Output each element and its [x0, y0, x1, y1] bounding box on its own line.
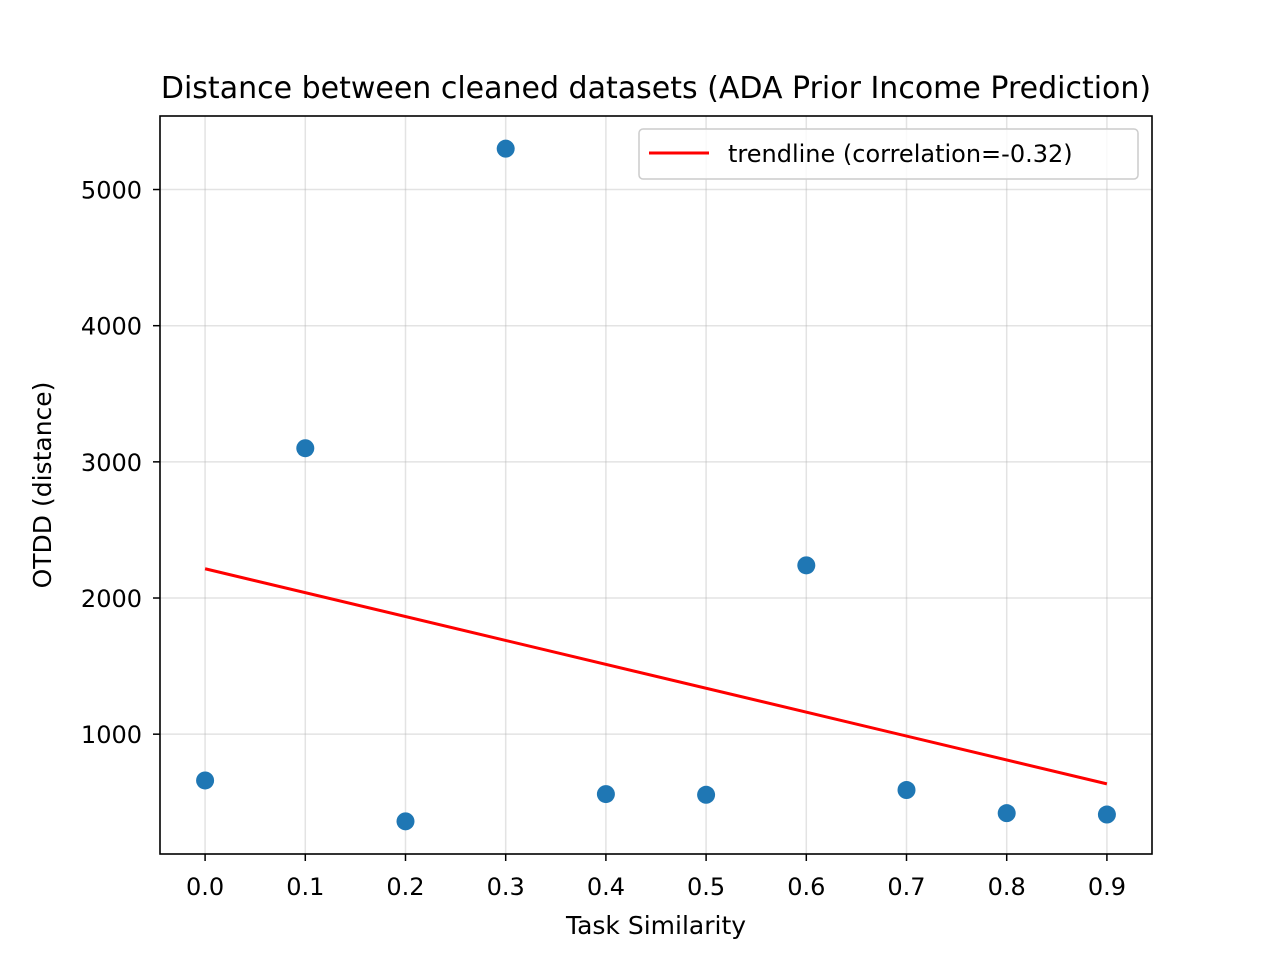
x-tick-label: 0.0 [186, 873, 224, 901]
x-axis-ticks: 0.0 0.1 0.2 0.3 0.4 0.5 0.6 0.7 0.8 0.9 [186, 854, 1126, 901]
scatter-point [897, 781, 916, 800]
legend-box [638, 128, 1139, 180]
x-tick-label: 0.9 [1088, 873, 1126, 901]
chart-title: Distance between cleaned datasets (ADA P… [161, 71, 1151, 106]
plot-marks [196, 139, 1116, 831]
y-tick-label: 1000 [81, 721, 142, 749]
x-tick-label: 0.8 [988, 873, 1026, 901]
legend: trendline (correlation=-0.32) [638, 128, 1139, 180]
x-axis-label: Task Similarity [565, 911, 746, 940]
scatter-point [396, 812, 415, 831]
y-tick-label: 5000 [81, 177, 142, 205]
scatter-point [596, 785, 615, 804]
x-tick-label: 0.4 [587, 873, 625, 901]
trendline [204, 567, 1108, 786]
x-tick-label: 0.1 [286, 873, 324, 901]
x-tick-label: 0.7 [887, 873, 925, 901]
scatter-point [1097, 805, 1116, 824]
y-tick-label: 4000 [81, 313, 142, 341]
y-tick-label: 3000 [81, 449, 142, 477]
plot-frame [159, 115, 1153, 855]
scatter-point [797, 556, 816, 575]
x-tick-label: 0.5 [687, 873, 725, 901]
scatter-point [496, 139, 515, 158]
x-tick-label: 0.2 [386, 873, 424, 901]
y-tick-label: 2000 [81, 585, 142, 613]
scatter-point [196, 771, 215, 790]
x-tick-label: 0.6 [787, 873, 825, 901]
grid [160, 116, 1152, 854]
x-tick-label: 0.3 [487, 873, 525, 901]
y-axis-label: OTDD (distance) [28, 382, 57, 589]
y-axis-ticks: 1000 2000 3000 4000 5000 [81, 177, 160, 749]
scatter-point [997, 804, 1016, 823]
scatter-point [296, 439, 315, 458]
scatter-point [697, 785, 716, 804]
legend-label-trendline: trendline (correlation=-0.32) [728, 140, 1073, 168]
